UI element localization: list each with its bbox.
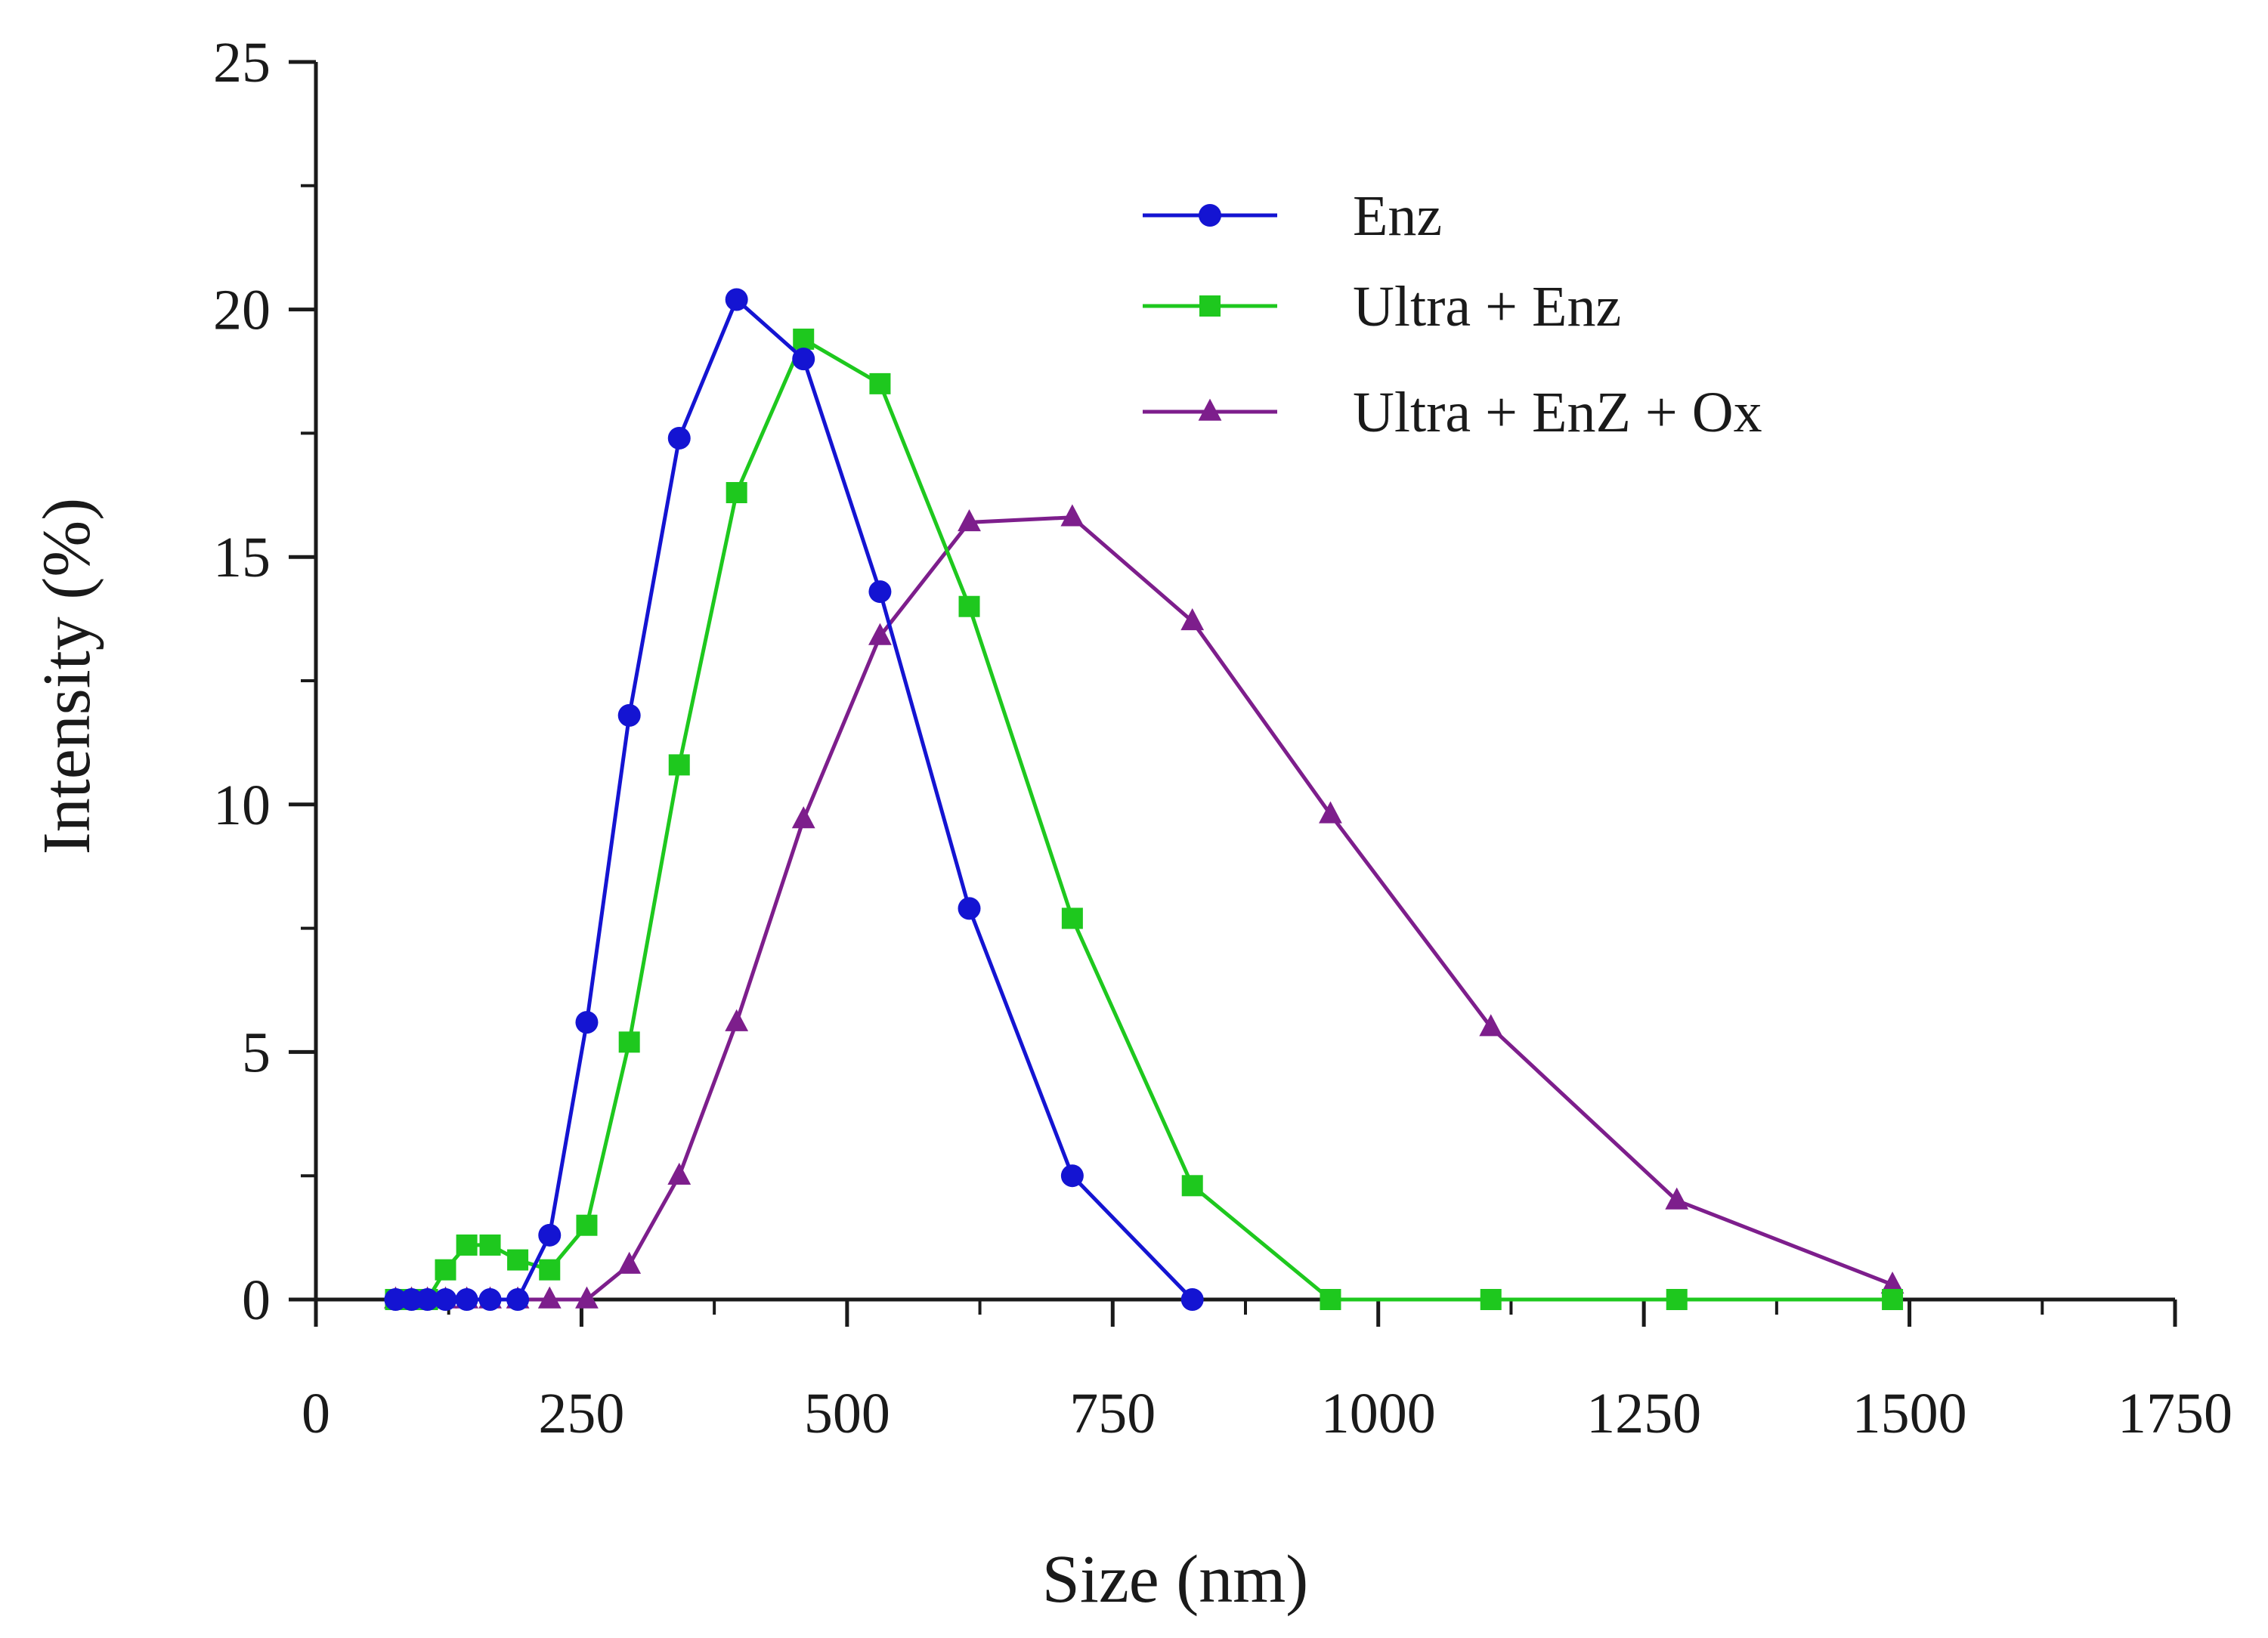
data-point-triangle [1319,801,1342,824]
data-point-circle [384,1288,407,1311]
legend-label: Ultra + Enz [1353,275,1621,338]
data-point-triangle [667,1162,692,1185]
series-ultra-enz [385,328,1904,1310]
data-point-triangle [1198,398,1222,421]
x-tick-label: 1500 [1852,1382,1967,1445]
data-point-triangle [1880,1271,1904,1294]
data-point-square [726,482,747,504]
data-point-circle [868,580,892,604]
data-point-triangle [1479,1014,1503,1037]
data-point-circle [538,1223,562,1247]
x-tick-label: 1000 [1321,1382,1436,1445]
series-group [384,288,1904,1311]
series-line [395,337,1893,1302]
data-point-circle [478,1288,502,1311]
series-enz [384,288,1204,1311]
data-point-square [456,1234,478,1256]
data-point-square [479,1234,501,1256]
data-point-square [1882,1289,1904,1310]
y-tick-label: 0 [242,1269,271,1332]
data-point-circle [575,1011,599,1034]
data-point-circle [400,1288,423,1311]
legend-label: Ultra + EnZ + Ox [1353,381,1762,444]
y-axis-title: Intensity (%) [29,498,104,855]
data-point-circle [617,703,641,727]
data-point-square [668,754,690,776]
data-point-triangle [1180,608,1205,631]
data-point-circle [792,348,815,371]
data-point-square [869,372,891,394]
x-tick-label: 0 [302,1382,330,1445]
data-point-circle [455,1288,478,1311]
data-point-circle [416,1288,439,1311]
legend-item: Enz [1143,184,1442,248]
data-point-square [1480,1289,1502,1310]
data-point-square [507,1249,529,1271]
data-point-triangle [958,508,981,532]
y-tick-label: 10 [213,774,271,837]
legend-label: Enz [1353,184,1442,248]
y-tick-label: 5 [242,1021,271,1084]
y-tick-label: 20 [213,279,271,342]
data-point-triangle [791,806,815,829]
data-point-triangle [537,1286,562,1309]
data-point-circle [506,1288,530,1311]
data-point-circle [1199,204,1221,227]
data-point-square [576,1214,598,1236]
data-point-square [1181,1175,1203,1197]
legend: Enz Ultra + Enz Ultra + EnZ + Ox [1143,184,1762,444]
data-point-square [539,1259,561,1281]
legend-item: Ultra + Enz [1143,275,1621,338]
x-tick-label: 750 [1069,1382,1156,1445]
series-line [395,297,1194,1302]
data-point-square [1199,295,1221,317]
series-ultra-enz-ox [384,504,1904,1309]
data-point-circle [958,897,981,920]
x-tick-label: 250 [538,1382,624,1445]
x-axis-title: Size (nm) [1042,1542,1308,1617]
data-point-circle [434,1288,457,1311]
data-point-circle [725,288,748,311]
data-point-circle [667,426,691,450]
data-point-triangle [725,1009,749,1031]
series-line [395,515,1893,1302]
data-point-square [793,328,815,350]
data-point-square [618,1031,640,1053]
data-point-triangle [1060,504,1084,527]
x-tick-label: 500 [804,1382,890,1445]
x-tick-label: 1750 [2118,1382,2232,1445]
data-point-square [958,595,980,617]
data-point-triangle [617,1251,642,1274]
data-point-circle [1060,1164,1084,1188]
data-point-square [1666,1289,1688,1310]
y-tick-label: 25 [213,31,271,94]
data-point-triangle [575,1286,599,1309]
data-point-square [1320,1289,1341,1310]
data-point-square [1061,907,1083,929]
x-tick-label: 1250 [1586,1382,1701,1445]
data-point-square [435,1259,456,1281]
data-point-triangle [868,623,892,645]
data-point-triangle [1665,1187,1689,1210]
data-point-circle [1180,1288,1204,1311]
y-tick-label: 15 [213,526,271,589]
legend-item: Ultra + EnZ + Ox [1143,381,1762,444]
